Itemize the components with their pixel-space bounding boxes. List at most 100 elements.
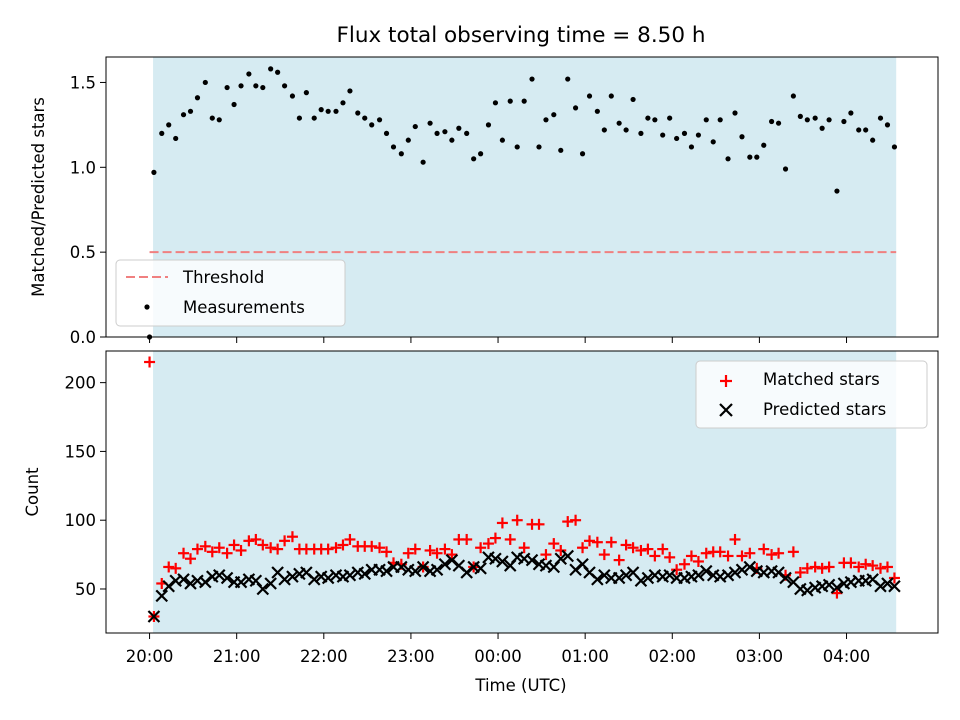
- xtick-label: 21:00: [213, 647, 261, 666]
- matched-star-point: [823, 561, 835, 573]
- measurement-point: [296, 115, 303, 121]
- measurement-point: [355, 110, 361, 116]
- matched-star-point: [337, 539, 349, 551]
- predicted-star-point: [234, 575, 248, 589]
- measurement-point: [608, 93, 614, 99]
- measurement-point: [732, 110, 738, 116]
- measurement-point: [275, 69, 281, 75]
- predicted-stars-series: [147, 549, 901, 623]
- measurement-point: [499, 137, 505, 143]
- predicted-star-point: [525, 553, 539, 567]
- matched-star-point: [577, 542, 589, 554]
- predicted-star-point: [278, 573, 291, 586]
- predicted-star-point: [699, 564, 713, 578]
- matched-star-point: [722, 550, 734, 562]
- matched-star-point: [199, 540, 211, 552]
- measurement-point: [739, 134, 745, 140]
- predicted-star-point: [598, 568, 611, 582]
- measurement-point: [856, 127, 862, 133]
- matched-star-point: [591, 536, 603, 548]
- matched-star-point: [213, 542, 225, 554]
- legend-matched-label: Matched stars: [763, 370, 880, 389]
- matched-star-point: [424, 544, 436, 556]
- measurement-point: [303, 90, 309, 96]
- predicted-star-point: [822, 578, 836, 592]
- measurement-point: [558, 147, 564, 153]
- matched-star-point: [185, 553, 197, 565]
- measurement-point: [362, 115, 368, 121]
- bottom-y-axis: 50 100 150 200: [65, 374, 106, 599]
- measurement-point: [616, 120, 622, 126]
- measurement-point: [594, 108, 600, 114]
- measurement-point: [289, 93, 296, 99]
- matched-star-point: [794, 566, 806, 578]
- predicted-star-point: [408, 564, 422, 578]
- measurement-point: [471, 156, 477, 162]
- measurement-point: [151, 169, 157, 175]
- legend-matched-swatch: [720, 375, 732, 387]
- measurement-point: [209, 115, 215, 121]
- top-y-axis-label: Matched/Predicted stars: [29, 97, 48, 297]
- measurement-point: [848, 110, 854, 116]
- matched-star-point: [286, 531, 298, 543]
- matched-star-point: [860, 558, 872, 570]
- measurement-point: [281, 83, 288, 89]
- matched-star-point: [279, 535, 291, 547]
- matched-star-point: [598, 549, 610, 561]
- matched-star-point: [685, 550, 697, 562]
- matched-star-point: [729, 533, 741, 545]
- measurement-point: [660, 132, 666, 138]
- matched-star-point: [431, 547, 443, 559]
- xtick-label: 22:00: [300, 647, 348, 666]
- measurement-point: [187, 108, 194, 114]
- predicted-star-point: [358, 567, 372, 581]
- predicted-star-point: [416, 560, 430, 574]
- measurement-point: [260, 84, 266, 91]
- predicted-star-point: [779, 571, 792, 585]
- measurement-point: [536, 144, 542, 150]
- measurement-point: [464, 130, 470, 136]
- bottom-ytick-label: 200: [65, 374, 97, 393]
- measurement-point: [703, 117, 709, 123]
- matched-star-point: [330, 542, 342, 554]
- matched-star-point: [221, 547, 233, 559]
- matched-star-point: [605, 536, 617, 548]
- measurement-point: [347, 88, 353, 94]
- matched-star-point: [475, 542, 487, 554]
- measurement-point: [695, 132, 702, 138]
- measurement-point: [507, 98, 513, 104]
- predicted-star-point: [561, 549, 575, 563]
- measurement-point: [325, 108, 331, 114]
- matched-star-point: [144, 356, 156, 368]
- predicted-star-point: [874, 579, 887, 593]
- matched-star-point: [867, 560, 879, 572]
- measurement-point: [420, 159, 426, 165]
- measurement-point: [725, 156, 731, 162]
- matched-star-point: [265, 542, 277, 554]
- measurement-point: [797, 113, 803, 119]
- bottom-x-axis: 20:00 21:00 22:00 23:00 00:00 01:00 02:00 03:00…: [126, 633, 870, 666]
- top-panel: 0.0 0.5 1.0 1.5 Matched/Predicted stars Thr…: [29, 56, 939, 347]
- measurement-point: [710, 139, 716, 145]
- measurement-point: [383, 130, 390, 136]
- measurement-point: [514, 144, 520, 150]
- measurement-point: [180, 112, 187, 118]
- x-axis-label: Time (UTC): [474, 676, 566, 695]
- xtick-label: 00:00: [474, 647, 522, 666]
- measurement-point: [166, 122, 172, 128]
- predicted-star-point: [496, 555, 509, 568]
- measurement-point: [246, 71, 252, 77]
- legend-threshold-label: Threshold: [182, 268, 264, 287]
- measurement-point: [449, 137, 455, 143]
- bottom-ytick-label: 100: [65, 511, 97, 530]
- predicted-star-point: [692, 568, 705, 582]
- matched-star-point: [649, 550, 661, 562]
- matched-star-point: [533, 518, 545, 530]
- matched-star-point: [163, 561, 175, 573]
- predicted-star-point: [721, 568, 735, 582]
- matched-star-point: [243, 535, 255, 547]
- matched-star-point: [845, 557, 857, 569]
- matched-star-point: [409, 543, 421, 555]
- bottom-ytick-label: 50: [75, 580, 96, 599]
